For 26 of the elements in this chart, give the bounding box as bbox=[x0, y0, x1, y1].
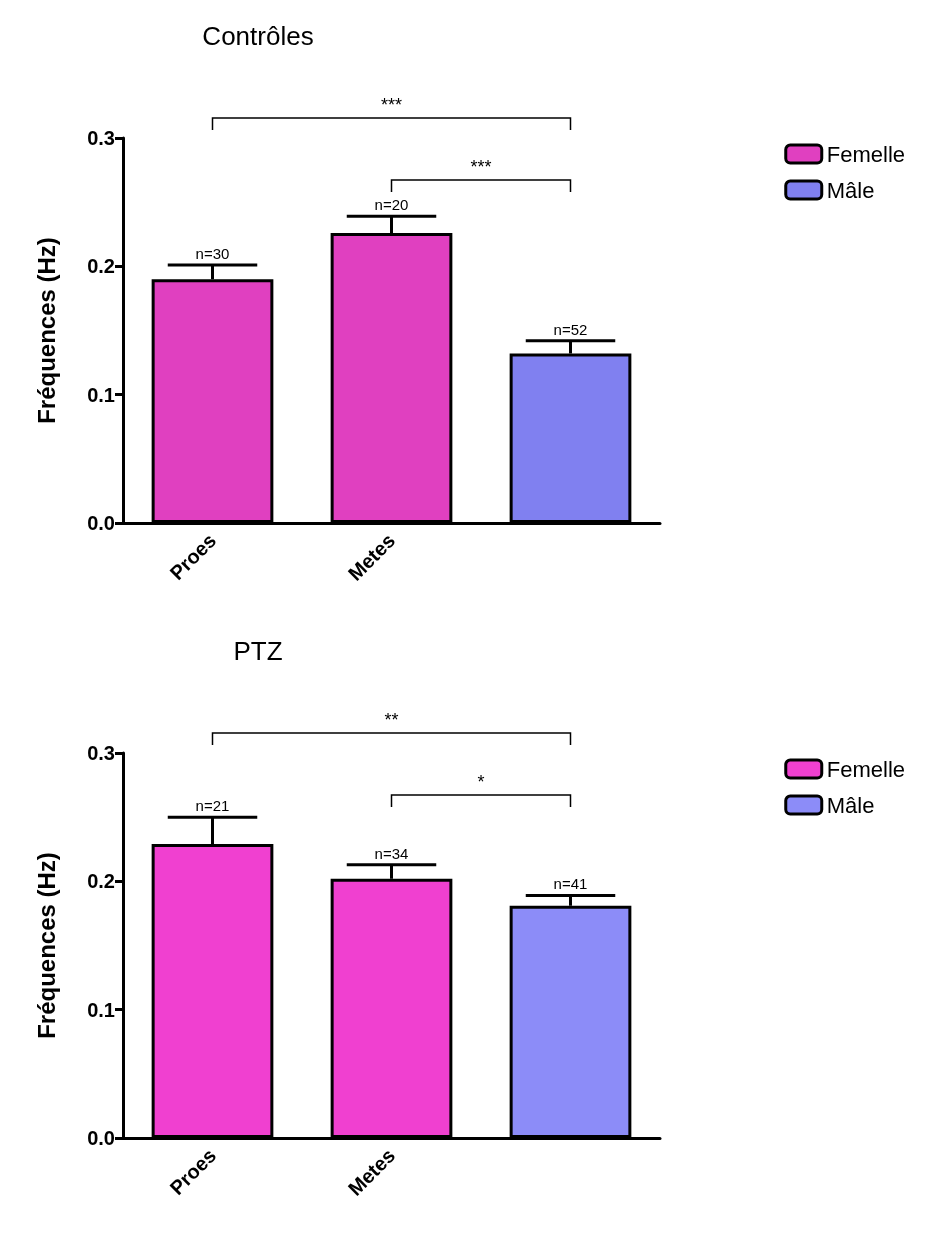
annotation: *** bbox=[470, 157, 492, 177]
annotation: n=20 bbox=[374, 196, 409, 214]
y-axis-title: Fréquences (Hz) bbox=[32, 237, 60, 424]
annotation: n=34 bbox=[374, 844, 409, 862]
y-axis-title: Fréquences (Hz) bbox=[32, 852, 60, 1039]
legend-label: Mâle bbox=[826, 177, 875, 203]
legend-label: Femelle bbox=[826, 141, 905, 167]
annotation: n=30 bbox=[195, 245, 230, 263]
y-tick-label: 0.2 bbox=[87, 255, 115, 278]
legend-label: Mâle bbox=[826, 792, 875, 818]
legend-label: Femelle bbox=[826, 756, 905, 782]
y-tick-label: 0.0 bbox=[87, 512, 115, 534]
annotation: * bbox=[477, 772, 485, 792]
annotation: n=41 bbox=[553, 875, 588, 893]
text: *** bbox=[380, 95, 403, 115]
chart-title: PTZ bbox=[233, 636, 283, 666]
annotation: n=21 bbox=[195, 797, 230, 815]
y-tick-label: 0.3 bbox=[87, 127, 115, 149]
y-tick-label: 0.1 bbox=[87, 998, 115, 1021]
annotation: n=52 bbox=[553, 320, 588, 338]
y-tick-label: 0.2 bbox=[87, 870, 115, 893]
y-tick-label: 0.3 bbox=[87, 742, 115, 764]
text: ** bbox=[384, 710, 399, 730]
chart-title: Contrôles bbox=[202, 21, 314, 51]
y-tick-label: 0.0 bbox=[87, 1127, 115, 1149]
y-tick-label: 0.1 bbox=[87, 383, 115, 406]
